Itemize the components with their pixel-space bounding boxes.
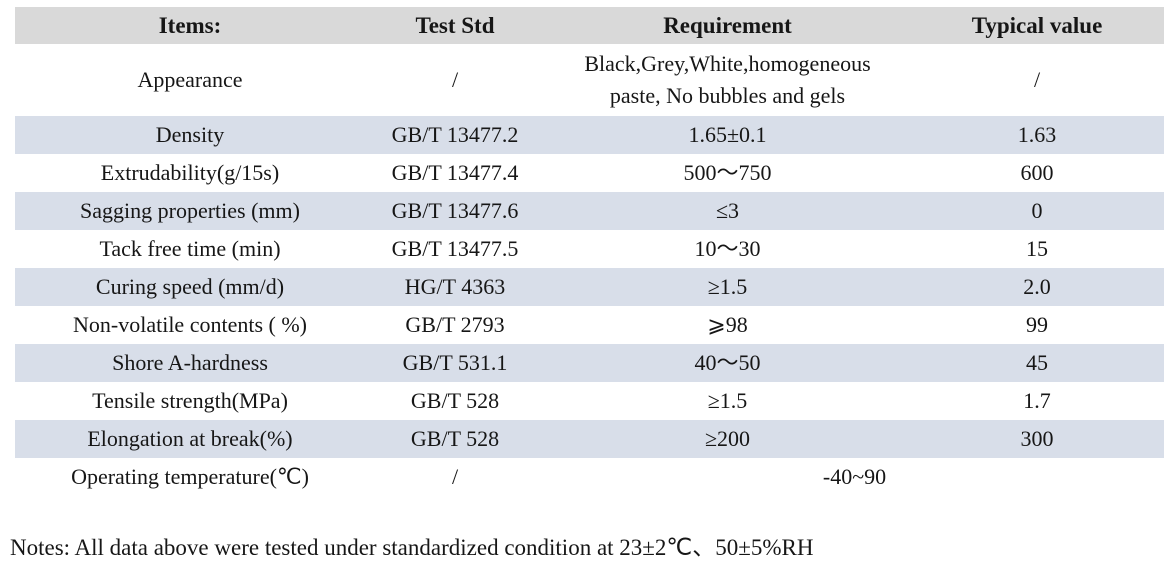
cell-typical: 600 bbox=[1020, 159, 1054, 185]
header-row: Items: Test Std Requirement Typical valu… bbox=[15, 7, 1164, 44]
cell-item: Curing speed (mm/d) bbox=[15, 268, 365, 306]
cell-item: Tensile strength(MPa) bbox=[92, 387, 288, 413]
cell-test-std: GB/T 528 bbox=[410, 387, 500, 413]
col-header-test-std: Test Std bbox=[365, 7, 545, 44]
spec-table-header: Items: Test Std Requirement Typical valu… bbox=[15, 7, 1164, 44]
cell-test-std: GB/T 13477.5 bbox=[391, 235, 519, 261]
cell-requirement-merged: -40~90 bbox=[822, 463, 887, 489]
requirement-text: Black,Grey,White,homogeneous paste, No b… bbox=[584, 51, 871, 108]
cell-requirement: ≥1.5 bbox=[707, 387, 748, 413]
cell-item: Sagging properties (mm) bbox=[15, 192, 365, 230]
spec-table: Items: Test Std Requirement Typical valu… bbox=[15, 7, 1164, 496]
row-sagging-properties: Sagging properties (mm) GB/T 13477.6 ≤3 … bbox=[15, 192, 1164, 230]
row-curing-speed: Curing speed (mm/d) HG/T 4363 ≥1.5 2.0 bbox=[15, 268, 1164, 306]
cell-requirement: ⩾98 bbox=[707, 311, 748, 337]
cell-item: Operating temperature(℃) bbox=[71, 463, 309, 489]
cell-item: Shore A-hardness bbox=[15, 344, 365, 382]
cell-test-std: GB/T 13477.2 bbox=[365, 116, 545, 154]
cell-typical: 15 bbox=[1026, 235, 1048, 261]
cell-typical: 300 bbox=[910, 420, 1164, 458]
cell-item: Density bbox=[15, 116, 365, 154]
cell-requirement: ≥200 bbox=[545, 420, 910, 458]
cell-requirement: ≥1.5 bbox=[545, 268, 910, 306]
row-shore-a-hardness: Shore A-hardness GB/T 531.1 40～50 45 bbox=[15, 344, 1164, 382]
cell-requirement: 10～30 bbox=[694, 235, 761, 261]
row-tack-free-time: Tack free time (min) GB/T 13477.5 10～30 … bbox=[15, 230, 1164, 268]
cell-test-std: GB/T 528 bbox=[365, 420, 545, 458]
cell-test-std: / bbox=[451, 463, 459, 489]
row-appearance: Appearance / Black,Grey,White,homogeneou… bbox=[15, 44, 1164, 116]
col-header-items: Items: bbox=[15, 7, 365, 44]
cell-requirement: 1.65±0.1 bbox=[545, 116, 910, 154]
cell-typical: 99 bbox=[1026, 311, 1048, 337]
cell-requirement: ≤3 bbox=[545, 192, 910, 230]
cell-typical: 0 bbox=[910, 192, 1164, 230]
row-non-volatile-contents: Non-volatile contents ( %) GB/T 2793 ⩾98… bbox=[15, 306, 1164, 344]
cell-test-std: HG/T 4363 bbox=[365, 268, 545, 306]
row-elongation-at-break: Elongation at break(%) GB/T 528 ≥200 300 bbox=[15, 420, 1164, 458]
cell-test-std: GB/T 13477.4 bbox=[391, 159, 519, 185]
cell-test-std: GB/T 531.1 bbox=[365, 344, 545, 382]
cell-test-std: GB/T 2793 bbox=[405, 311, 505, 337]
cell-item: Non-volatile contents ( %) bbox=[73, 311, 307, 337]
row-extrudability: Extrudability(g/15s) GB/T 13477.4 500～75… bbox=[15, 154, 1164, 192]
cell-item: Tack free time (min) bbox=[99, 235, 281, 261]
cell-requirement: 40～50 bbox=[545, 344, 910, 382]
row-density: Density GB/T 13477.2 1.65±0.1 1.63 bbox=[15, 116, 1164, 154]
col-header-requirement: Requirement bbox=[545, 7, 910, 44]
cell-typical: 45 bbox=[910, 344, 1164, 382]
cell-requirement: Black,Grey,White,homogeneous paste, No b… bbox=[545, 44, 910, 116]
cell-item: Elongation at break(%) bbox=[15, 420, 365, 458]
cell-requirement: 500～750 bbox=[683, 159, 772, 185]
cell-typical: 2.0 bbox=[910, 268, 1164, 306]
cell-item: Appearance bbox=[137, 66, 243, 92]
cell-typical: / bbox=[1033, 66, 1041, 92]
cell-test-std: / bbox=[451, 66, 459, 92]
cell-item: Extrudability(g/15s) bbox=[100, 159, 280, 185]
row-tensile-strength: Tensile strength(MPa) GB/T 528 ≥1.5 1.7 bbox=[15, 382, 1164, 420]
row-operating-temperature: Operating temperature(℃) / -40~90 bbox=[15, 458, 1164, 496]
spec-table-body: Appearance / Black,Grey,White,homogeneou… bbox=[15, 44, 1164, 496]
col-header-typical-value: Typical value bbox=[910, 7, 1164, 44]
cell-typical: 1.7 bbox=[1023, 387, 1051, 413]
cell-typical: 1.63 bbox=[910, 116, 1164, 154]
cell-test-std: GB/T 13477.6 bbox=[365, 192, 545, 230]
notes-line: Notes: All data above were tested under … bbox=[10, 535, 814, 560]
